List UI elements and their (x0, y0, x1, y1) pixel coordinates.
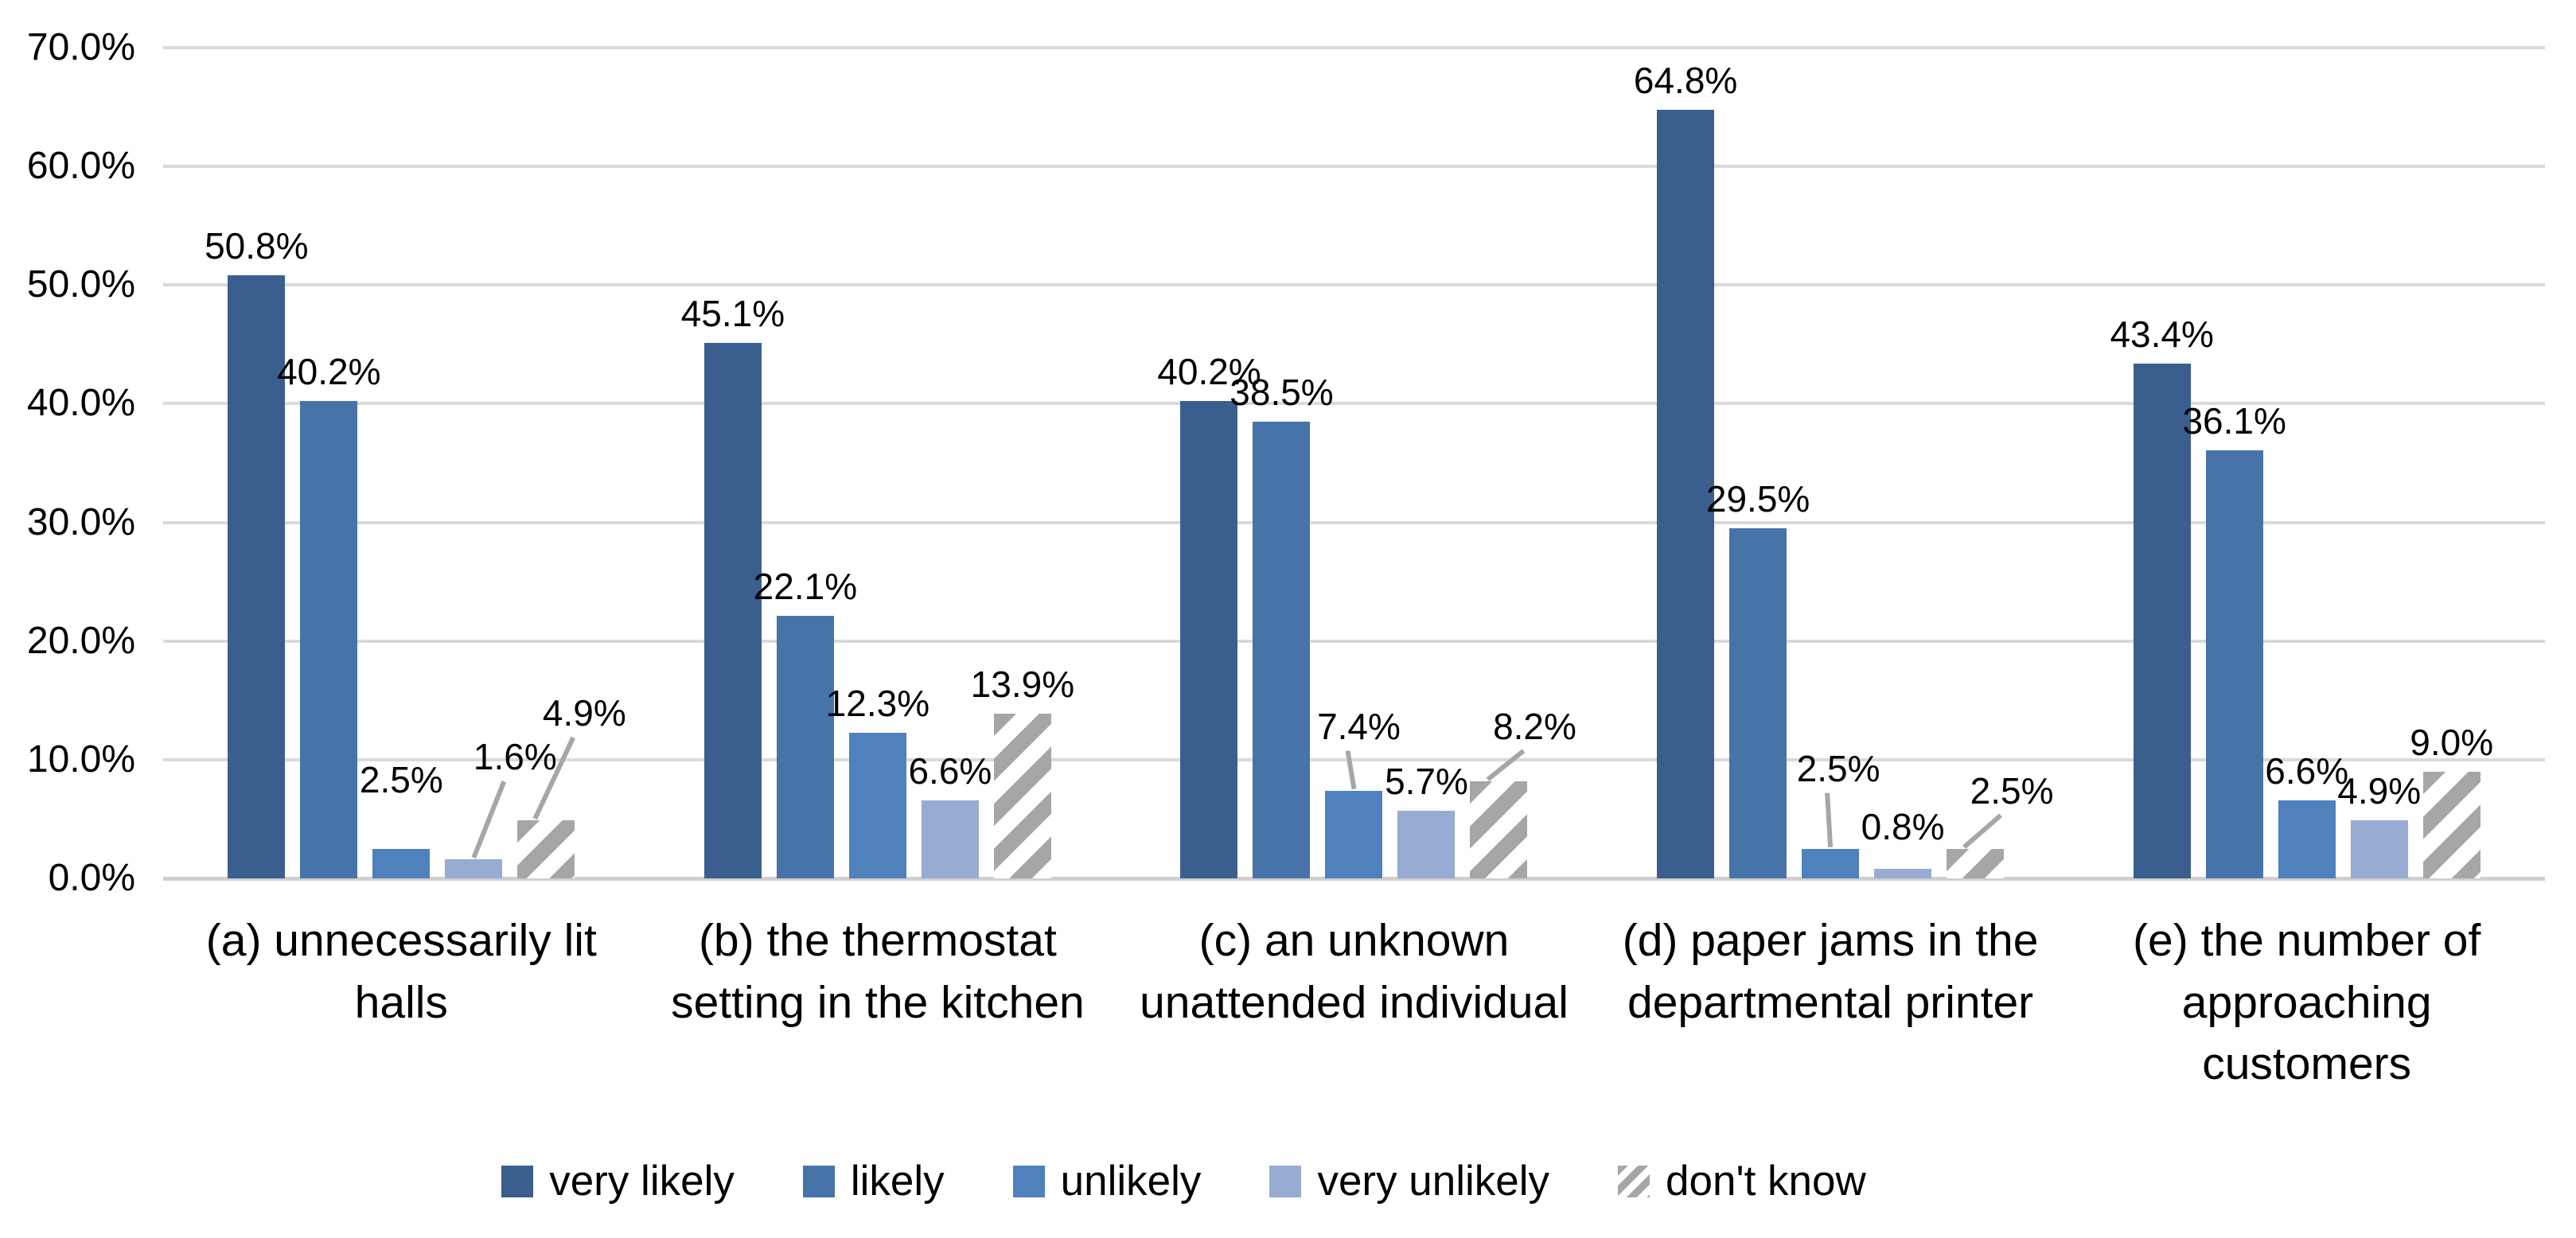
bar-unlikely-e (2278, 800, 2336, 878)
legend-label: don't know (1666, 1158, 1866, 1205)
bar-group-b (640, 48, 1117, 878)
value-label: 29.5% (1705, 478, 1810, 520)
bar-unlikely-c (1325, 790, 1383, 878)
bar-very-unlikely-a (445, 859, 503, 878)
bar-likely-a (300, 401, 358, 878)
value-label: 2.5% (359, 758, 443, 800)
bar-likely-b (776, 616, 834, 878)
y-axis-tick-label: 30.0% (26, 500, 135, 543)
value-label: 12.3% (825, 682, 930, 724)
y-axis-tick-label: 70.0% (26, 26, 135, 68)
bar-very-likely-d (1657, 109, 1715, 878)
value-label: 8.2% (1493, 705, 1576, 747)
bar-don-t-know-a (517, 819, 575, 878)
value-label: 45.1% (680, 293, 785, 335)
value-label: 2.5% (1796, 747, 1880, 789)
legend-swatch-unlikely (1012, 1165, 1045, 1197)
bar-group-e (2068, 48, 2545, 878)
value-label: 7.4% (1317, 705, 1401, 747)
legend-item-don-t-know: don't know (1618, 1160, 1866, 1202)
bar-don-t-know-e (2422, 771, 2481, 878)
bar-likely-d (1729, 528, 1787, 878)
bar-very-unlikely-c (1397, 811, 1456, 878)
legend-item-very-unlikely: very unlikely (1269, 1160, 1549, 1202)
value-label: 22.1% (753, 566, 858, 608)
category-label-d: (d) paper jams in the departmental print… (1622, 915, 2039, 1028)
value-label: 0.8% (1861, 806, 1945, 848)
y-axis-tick-label: 40.0% (26, 382, 135, 425)
bar-don-t-know-c (1470, 781, 1528, 878)
y-axis: 70.0% 60.0% 50.0% 40.0% 30.0% 20.0% 10.0% 0.0% (0, 0, 135, 1238)
gridline-40 (163, 402, 2545, 406)
y-axis-tick-label: 10.0% (26, 738, 135, 781)
category-label-a: (a) unnecessarily lit halls (205, 915, 597, 1028)
value-label: 1.6% (473, 736, 557, 778)
y-axis-tick-label: 0.0% (48, 857, 135, 899)
value-label: 4.9% (542, 691, 626, 734)
bar-unlikely-a (372, 848, 431, 878)
value-label: 6.6% (908, 749, 992, 792)
value-label: 40.2% (1157, 351, 1261, 393)
bar-very-unlikely-b (921, 800, 979, 878)
value-label: 50.8% (205, 225, 309, 267)
bar-very-unlikely-e (2350, 819, 2408, 878)
bar-likely-c (1253, 421, 1311, 878)
legend-swatch-very-unlikely (1269, 1165, 1302, 1197)
y-axis-tick-label: 60.0% (26, 145, 135, 188)
bar-very-unlikely-d (1874, 869, 1932, 878)
bar-group-c (1116, 48, 1592, 878)
plot-area: 50.8% 40.2% 2.5% 1.6% 4.9% 45.1% 22.1% 12.3% 6.6… (163, 46, 2545, 881)
gridline-20 (163, 639, 2545, 643)
legend-label: unlikely (1060, 1158, 1202, 1205)
category-label-b: (b) the thermostat setting in the kitche… (671, 915, 1085, 1028)
legend-label: very unlikely (1317, 1158, 1550, 1205)
legend: very likely likely unlikely very unlikely do… (0, 1160, 2368, 1202)
bar-very-likely-c (1180, 401, 1238, 878)
gridline-60 (163, 165, 2545, 169)
legend-swatch-very-likely (501, 1165, 534, 1197)
legend-swatch-likely (802, 1165, 835, 1197)
bar-unlikely-d (1802, 848, 1860, 878)
bar-don-t-know-d (1947, 848, 2005, 878)
y-axis-tick-label: 50.0% (26, 263, 135, 306)
value-label: 64.8% (1633, 59, 1738, 101)
value-label: 9.0% (2410, 721, 2494, 763)
bar-don-t-know-b (993, 713, 1051, 878)
category-label-c: (c) an unknown unattended individual (1140, 915, 1569, 1028)
bar-very-likely-e (2133, 363, 2191, 878)
value-label: 38.5% (1230, 371, 1334, 413)
bar-likely-e (2205, 450, 2263, 878)
bar-group-a (163, 48, 640, 878)
value-label: 4.9% (2337, 769, 2422, 812)
value-label: 36.1% (2182, 399, 2286, 442)
bar-very-likely-a (228, 275, 286, 878)
legend-item-very-likely: very likely (501, 1160, 735, 1202)
value-label: 6.6% (2265, 749, 2349, 792)
gridline-0 (163, 877, 2545, 881)
value-label: 13.9% (970, 663, 1075, 705)
legend-label: likely (850, 1158, 945, 1205)
bar-very-likely-b (703, 343, 762, 878)
legend-item-likely: likely (802, 1158, 945, 1205)
category-label-e: (e) the number of approaching customers (2133, 915, 2481, 1090)
bar-unlikely-b (848, 732, 906, 878)
legend-item-unlikely: unlikely (1012, 1158, 1202, 1205)
gridline-50 (163, 283, 2545, 287)
value-label: 43.4% (2110, 313, 2214, 355)
gridline-30 (163, 520, 2545, 524)
value-label: 40.2% (277, 351, 381, 393)
bar-group-d (1592, 48, 2069, 878)
legend-swatch-don-t-know (1618, 1165, 1650, 1197)
value-label: 5.7% (1385, 761, 1468, 802)
value-label: 2.5% (1970, 769, 2054, 812)
gridline-70 (163, 46, 2545, 49)
y-axis-tick-label: 20.0% (26, 619, 135, 662)
legend-label: very likely (549, 1158, 735, 1205)
